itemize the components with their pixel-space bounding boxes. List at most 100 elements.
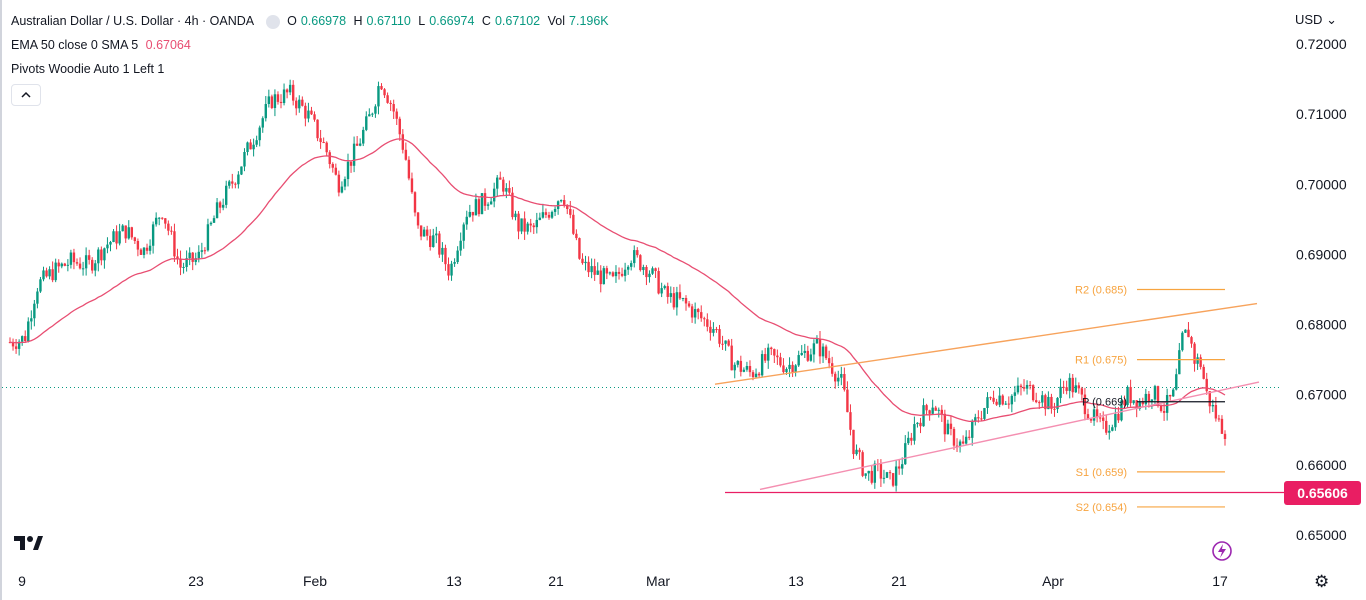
candle-down xyxy=(502,176,505,196)
candle-body xyxy=(751,372,755,378)
candle-body xyxy=(1013,392,1017,396)
candle-body xyxy=(608,272,612,274)
gear-icon[interactable]: ⚙ xyxy=(1314,572,1330,591)
candle-up xyxy=(127,220,130,240)
currency-selector[interactable]: USD ⌄ xyxy=(1295,12,1337,28)
candle-down xyxy=(11,338,15,351)
candle-down xyxy=(75,258,79,266)
symbol-legend[interactable]: Australian Dollar / U.S. Dollar · 4h · O… xyxy=(11,14,613,29)
candle-body xyxy=(179,258,182,268)
candle-body xyxy=(767,347,770,361)
candle-up xyxy=(42,266,45,282)
candle-up xyxy=(1175,368,1178,391)
candle-down xyxy=(654,267,657,278)
candle-down xyxy=(72,248,76,270)
candle-body xyxy=(678,292,682,299)
candle-body xyxy=(763,354,767,361)
candle-down xyxy=(940,405,944,422)
candle-up xyxy=(559,199,563,203)
candle-up xyxy=(608,271,612,276)
candle-body xyxy=(770,347,773,350)
candle-up xyxy=(112,229,115,243)
candle-body xyxy=(748,365,752,373)
candle-body xyxy=(968,436,971,438)
pivot-level-label: S2 (0.654) xyxy=(1076,502,1127,514)
candle-body xyxy=(282,89,286,104)
candle-up xyxy=(492,182,496,208)
candle-up xyxy=(148,239,152,255)
candle-up xyxy=(669,286,672,303)
candle-body xyxy=(511,192,514,218)
candle-up xyxy=(240,166,243,176)
candle-down xyxy=(325,141,328,157)
candle-body xyxy=(173,231,176,257)
candle-body xyxy=(151,224,155,246)
candle-body xyxy=(161,217,164,219)
candle-down xyxy=(413,191,417,217)
visibility-icon[interactable] xyxy=(265,14,280,29)
candle-up xyxy=(1059,378,1062,404)
candle-down xyxy=(672,286,676,310)
candle-body xyxy=(1132,400,1135,404)
candle-body xyxy=(958,441,962,446)
collapse-legend-button[interactable] xyxy=(11,84,41,106)
candle-up xyxy=(974,413,977,426)
candle-down xyxy=(1187,322,1190,338)
candle-down xyxy=(779,352,782,368)
candle-body xyxy=(78,263,82,269)
candle-body xyxy=(425,229,429,236)
candle-up xyxy=(867,470,870,481)
candle-body xyxy=(304,105,307,119)
candle-up xyxy=(261,116,264,133)
candle-down xyxy=(57,259,60,273)
candle-down xyxy=(1214,396,1218,422)
candle-body xyxy=(584,261,587,264)
candle-up xyxy=(550,210,554,219)
candle-body xyxy=(383,89,386,96)
candle-down xyxy=(636,247,639,258)
candle-down xyxy=(176,248,179,265)
candle-body xyxy=(291,84,295,101)
candle-body xyxy=(733,364,736,371)
candle-up xyxy=(760,350,764,377)
candle-up xyxy=(809,348,813,362)
candle-up xyxy=(642,264,645,276)
candle-body xyxy=(913,424,916,441)
candle-body xyxy=(1135,400,1138,409)
candle-down xyxy=(827,350,831,369)
candle-body xyxy=(952,428,956,446)
candle-body xyxy=(371,113,374,115)
candle-body xyxy=(36,291,39,304)
candle-up xyxy=(182,262,185,274)
candle-body xyxy=(225,185,228,205)
candle-body xyxy=(569,209,572,215)
candle-body xyxy=(1181,332,1184,351)
candle-body xyxy=(1031,385,1035,401)
candle-body xyxy=(773,349,776,356)
lightning-icon[interactable] xyxy=(1211,540,1233,562)
candle-body xyxy=(852,429,855,455)
candle-body xyxy=(721,343,724,345)
tradingview-logo-icon[interactable] xyxy=(14,534,44,557)
candle-body xyxy=(986,397,989,409)
candle-body xyxy=(91,259,94,271)
ema-legend[interactable]: EMA 50 close 0 SMA 5 0.67064 xyxy=(11,38,195,52)
candle-down xyxy=(763,347,767,363)
candle-body xyxy=(675,292,679,308)
candle-body xyxy=(1098,417,1102,419)
candle-body xyxy=(365,116,368,130)
candle-down xyxy=(1050,393,1053,414)
candle-up xyxy=(541,203,545,219)
candle-body xyxy=(319,138,322,143)
candle-up xyxy=(1172,387,1175,397)
candle-body xyxy=(864,473,867,476)
candle-body xyxy=(538,217,542,220)
candle-body xyxy=(72,252,76,263)
candle-down xyxy=(276,91,280,105)
candle-body xyxy=(240,166,243,175)
candle-body xyxy=(355,143,359,146)
candle-body xyxy=(413,192,417,213)
pivots-legend[interactable]: Pivots Woodie Auto 1 Left 1 xyxy=(11,62,168,76)
candle-body xyxy=(392,104,395,112)
